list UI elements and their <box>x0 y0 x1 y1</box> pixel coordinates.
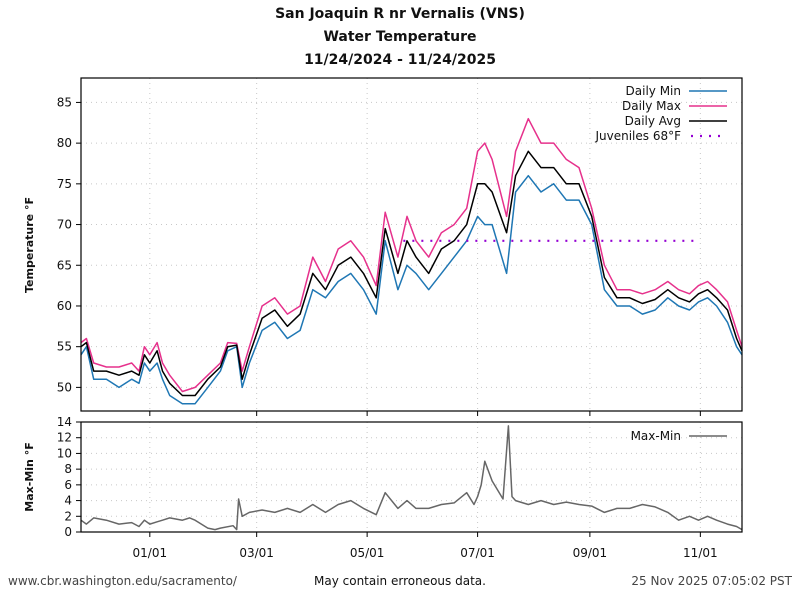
chart-canvas: 5055606570758085 Temperature °F Daily Mi… <box>0 0 800 600</box>
x-tick-label: 03/01 <box>239 546 274 560</box>
daily-avg-line <box>81 151 742 395</box>
x-tick-label: 01/01 <box>133 546 168 560</box>
top-y-tick-label: 65 <box>57 258 72 272</box>
top-y-axis-label: Temperature °F <box>23 197 36 293</box>
top-series <box>81 119 742 404</box>
daily-max-line <box>81 119 742 392</box>
top-y-ticks: 50 55 60 65 70 75 80 85 <box>57 95 81 394</box>
top-y-tick-label: 50 <box>57 380 72 394</box>
top-x-ticks <box>150 411 701 416</box>
bottom-y-tick-label: 12 <box>57 431 72 445</box>
top-y-tick-label: 85 <box>57 95 72 109</box>
legend-label-max-min: Max-Min <box>631 429 681 443</box>
legend-label-juveniles: Juveniles 68°F <box>594 129 681 143</box>
bottom-x-ticks: 01/01 03/01 05/01 07/01 09/01 11/01 <box>133 532 718 560</box>
x-tick-label: 07/01 <box>460 546 495 560</box>
legend-bottom: Max-Min <box>631 429 727 443</box>
x-tick-label: 11/01 <box>683 546 718 560</box>
bottom-y-ticks: 0 24 6 8 1012 14 <box>57 415 81 539</box>
footer-disclaimer: May contain erroneous data. <box>314 574 486 588</box>
footer-timestamp: 25 Nov 2025 07:05:02 PST <box>631 574 792 588</box>
top-y-tick-label: 75 <box>57 177 72 191</box>
legend-top: Daily Min Daily Max Daily Avg Juveniles … <box>594 84 727 143</box>
top-y-tick-label: 80 <box>57 136 72 150</box>
bottom-y-tick-label: 6 <box>64 478 72 492</box>
legend-label-daily-max: Daily Max <box>622 99 681 113</box>
bottom-y-tick-label: 14 <box>57 415 72 429</box>
bottom-y-tick-label: 10 <box>57 446 72 460</box>
top-y-tick-label: 55 <box>57 340 72 354</box>
x-tick-label: 09/01 <box>573 546 608 560</box>
bottom-y-tick-label: 0 <box>64 525 72 539</box>
legend-label-daily-avg: Daily Avg <box>625 114 681 128</box>
top-y-tick-label: 70 <box>57 218 72 232</box>
footer-url-link[interactable]: www.cbr.washington.edu/sacramento/ <box>8 574 237 588</box>
bottom-y-tick-label: 4 <box>64 494 72 508</box>
bottom-y-tick-label: 8 <box>64 462 72 476</box>
legend-label-daily-min: Daily Min <box>626 84 681 98</box>
x-tick-label: 05/01 <box>350 546 385 560</box>
bottom-y-axis-label: Max-Min °F <box>23 442 36 511</box>
top-y-tick-label: 60 <box>57 299 72 313</box>
bottom-y-tick-label: 2 <box>64 509 72 523</box>
daily-min-line <box>81 176 742 404</box>
